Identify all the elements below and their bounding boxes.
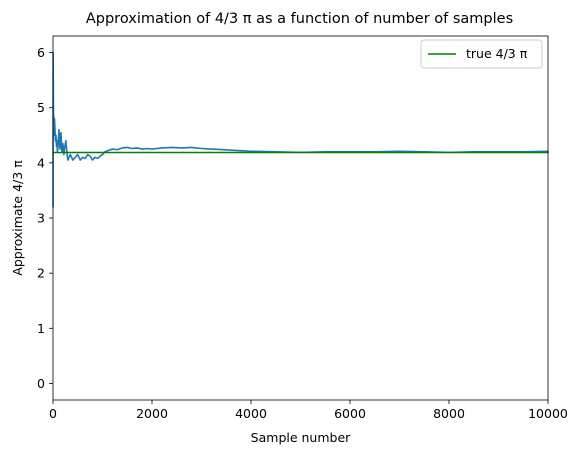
y-axis-ticks: 0 1 2 3 4 5 6: [37, 45, 53, 391]
y-tick-label: 6: [37, 45, 45, 60]
y-axis-label: Approximate 4/3 π: [10, 160, 25, 276]
x-tick-label: 8000: [433, 406, 465, 421]
series-layer: [52, 51, 549, 208]
legend: true 4/3 π: [420, 39, 543, 69]
y-tick-label: 5: [37, 100, 45, 115]
y-tick-label: 2: [37, 266, 45, 281]
x-axis-label: Sample number: [251, 430, 351, 445]
x-axis-ticks: 0 2000 4000 6000 8000 10000: [49, 400, 568, 421]
x-tick-label: 2000: [136, 406, 168, 421]
x-tick-label: 4000: [235, 406, 267, 421]
plot-area: [53, 36, 548, 400]
legend-box: [420, 39, 543, 69]
series-line-approximation: [52, 51, 549, 208]
x-tick-label: 10000: [528, 406, 568, 421]
y-tick-label: 4: [37, 155, 45, 170]
y-tick-label: 1: [37, 321, 45, 336]
legend-label-true-value: true 4/3 π: [466, 46, 528, 61]
y-tick-label: 3: [37, 211, 45, 226]
x-tick-label: 0: [49, 406, 57, 421]
y-tick-label: 0: [37, 376, 45, 391]
chart-title: Approximation of 4/3 π as a function of …: [86, 11, 513, 27]
x-tick-label: 6000: [334, 406, 366, 421]
